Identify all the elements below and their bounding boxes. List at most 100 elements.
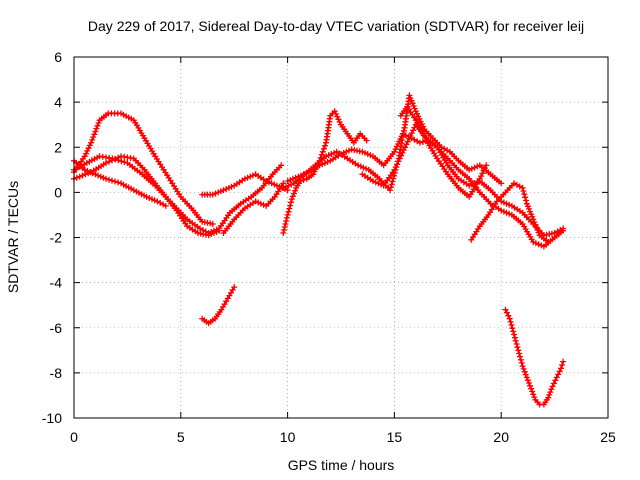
data-point-marker — [398, 152, 405, 159]
data-point-marker — [521, 191, 528, 198]
data-point-marker — [532, 240, 539, 247]
data-point-marker — [509, 325, 516, 332]
data-point-marker — [73, 174, 80, 181]
data-point-marker — [103, 175, 109, 182]
data-point-marker — [506, 201, 513, 208]
y-axis-label: SDTVAR / TECUs — [5, 181, 21, 293]
data-point-marker — [545, 394, 552, 401]
data-point-marker — [208, 231, 215, 238]
data-point-marker — [284, 187, 291, 194]
y-tick-label: -8 — [50, 365, 63, 381]
data-point-marker — [529, 388, 536, 395]
data-point-marker — [355, 162, 362, 169]
data-point-marker — [522, 371, 529, 378]
data-point-marker — [249, 172, 256, 179]
data-point-marker — [82, 171, 89, 178]
data-point-marker — [533, 224, 540, 231]
data-point-marker — [503, 309, 510, 316]
axis-ticks: 0 5 10 15 20 25 -10 -8 -6 -4 -2 0 2 4 6 — [42, 49, 616, 445]
x-axis-label: GPS time / hours — [288, 457, 395, 473]
series-arc-6 — [199, 171, 291, 198]
data-point-marker — [552, 377, 559, 384]
series-arc-4 — [71, 153, 223, 239]
y-tick-label: -6 — [50, 320, 63, 336]
data-point-marker — [408, 97, 415, 104]
data-point-marker — [498, 207, 505, 214]
data-point-marker — [370, 178, 376, 185]
data-point-marker — [507, 318, 514, 325]
series-arc-1 — [71, 110, 216, 227]
data-point-marker — [535, 241, 542, 248]
data-point-marker — [512, 337, 519, 344]
series-arc-8 — [280, 108, 370, 236]
data-point-marker — [406, 135, 413, 142]
data-point-marker — [289, 175, 296, 182]
data-point-marker — [521, 368, 528, 375]
data-point-marker — [468, 165, 475, 172]
data-point-marker — [515, 347, 522, 354]
data-point-marker — [320, 145, 327, 152]
data-point-marker — [93, 125, 100, 132]
data-point-marker — [388, 181, 395, 188]
data-point-marker — [288, 181, 295, 188]
data-point-marker — [328, 151, 335, 157]
series-line — [282, 110, 368, 234]
data-point-marker — [559, 362, 566, 368]
data-point-marker — [514, 344, 521, 351]
data-point-marker — [83, 150, 89, 157]
data-point-marker — [503, 200, 510, 207]
data-point-marker — [220, 187, 227, 194]
data-point-marker — [378, 181, 384, 188]
data-point-marker — [300, 171, 307, 178]
data-point-marker — [530, 216, 537, 223]
data-point-marker — [560, 225, 567, 232]
data-point-marker — [520, 188, 527, 194]
data-point-marker — [510, 328, 517, 335]
data-point-marker — [503, 209, 510, 216]
y-tick-label: 4 — [54, 94, 62, 110]
data-point-marker — [282, 221, 289, 227]
x-tick-label: 20 — [493, 429, 509, 445]
data-point-marker — [85, 145, 92, 152]
data-point-marker — [115, 179, 121, 186]
data-point-marker — [506, 210, 513, 217]
data-point-marker — [84, 147, 91, 154]
data-point-marker — [364, 151, 371, 157]
data-point-marker — [519, 184, 526, 191]
data-point-marker — [210, 230, 217, 236]
data-point-marker — [548, 386, 555, 393]
series-line — [286, 132, 565, 248]
data-point-marker — [391, 166, 398, 173]
data-point-marker — [85, 170, 92, 177]
y-tick-label: -2 — [50, 230, 63, 246]
data-point-marker — [209, 221, 216, 227]
data-point-marker — [483, 162, 490, 169]
data-point-marker — [519, 363, 526, 370]
data-point-marker — [399, 149, 406, 156]
data-point-marker — [288, 199, 294, 206]
data-point-marker — [526, 380, 532, 386]
data-point-marker — [287, 202, 294, 209]
data-point-marker — [291, 190, 297, 197]
data-point-marker — [395, 158, 402, 165]
data-point-marker — [511, 334, 518, 341]
data-point-marker — [280, 184, 287, 191]
data-point-marker — [523, 374, 530, 381]
data-point-marker — [81, 153, 88, 160]
x-tick-label: 5 — [177, 429, 185, 445]
data-point-marker — [231, 284, 238, 291]
data-point-marker — [517, 353, 523, 360]
data-point-marker — [546, 391, 553, 398]
data-point-marker — [363, 165, 370, 172]
data-point-marker — [109, 157, 115, 164]
data-point-marker — [549, 383, 556, 390]
data-point-marker — [283, 218, 290, 224]
data-point-marker — [292, 187, 299, 194]
data-point-marker — [479, 170, 486, 177]
data-point-marker — [216, 227, 223, 234]
data-point-marker — [389, 178, 396, 185]
data-point-marker — [335, 116, 342, 123]
data-point-marker — [520, 365, 527, 372]
data-point-marker — [162, 202, 169, 209]
